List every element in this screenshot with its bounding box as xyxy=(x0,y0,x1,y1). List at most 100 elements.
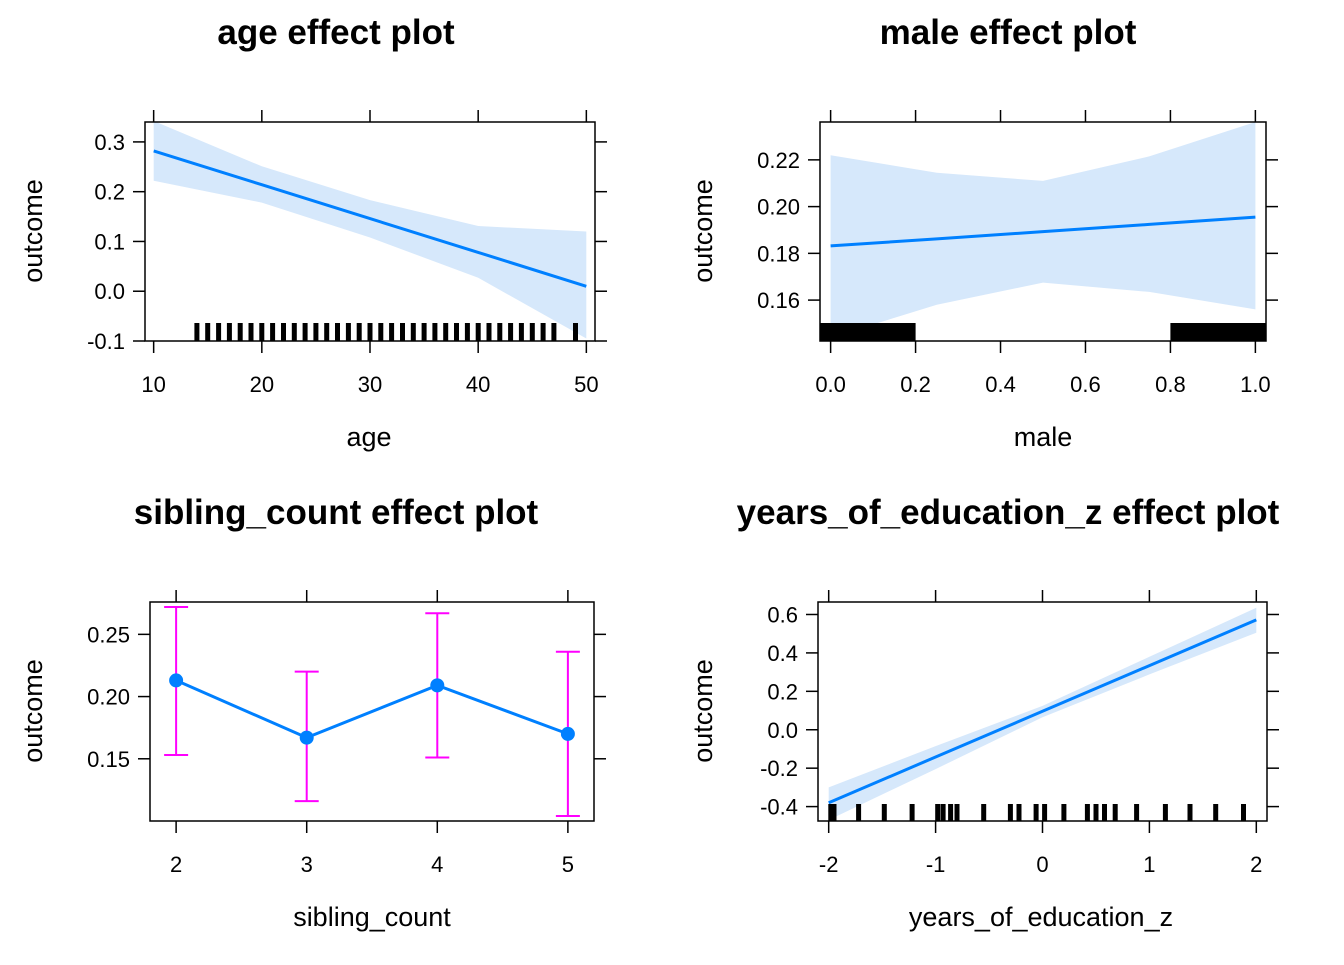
years-of-education-z-rug-tick-17 xyxy=(1102,804,1107,821)
years-of-education-z-y-tick-label-3: 0.2 xyxy=(767,679,798,704)
age-rug-tick-10 xyxy=(302,323,308,341)
age-x-tick-label-1: 20 xyxy=(250,372,274,397)
years-of-education-z-rug-tick-6 xyxy=(940,804,946,821)
age-rug-tick-20 xyxy=(410,323,416,341)
years-of-education-z-y-tick-label-5: 0.6 xyxy=(767,602,798,627)
age-rug-tick-13 xyxy=(335,323,340,341)
years-of-education-z-rug-tick-20 xyxy=(1162,804,1168,821)
male-x-tick-label-2: 0.4 xyxy=(985,372,1016,397)
male-plot-area: 0.0 0.2 0.4 0.6 0.8 1.0 0.16 0.18 0.20 0.22 xyxy=(757,110,1278,397)
sibling-count-y-axis-label: outcome xyxy=(18,659,48,763)
age-rug-tick-11 xyxy=(313,323,319,341)
sibling-count-plot-frame xyxy=(149,601,595,822)
years-of-education-z-y-tick-label-4: 0.4 xyxy=(767,641,798,666)
sibling-count-plot-title: sibling_count effect plot xyxy=(134,493,539,532)
age-rug-tick-30 xyxy=(518,323,524,341)
years-of-education-z-rug-tick-21 xyxy=(1187,804,1193,821)
years-of-education-z-rug-tick-0 xyxy=(828,804,834,821)
sibling-count-point-0 xyxy=(169,673,184,688)
male-plot-frame xyxy=(819,121,1267,342)
years-of-education-z-rug-tick-9 xyxy=(981,804,987,821)
years-of-education-z-rug-tick-1 xyxy=(831,804,837,821)
years-of-education-z-effect-panel: years_of_education_z effect plot years_o… xyxy=(688,493,1280,932)
years-of-education-z-rug-tick-8 xyxy=(954,804,960,821)
sibling-count-point-1 xyxy=(299,730,314,745)
age-rug-tick-26 xyxy=(475,323,481,341)
age-rug-tick-31 xyxy=(529,323,535,341)
age-rug-tick-12 xyxy=(324,323,330,341)
age-rug-tick-27 xyxy=(486,323,492,341)
male-x-tick-label-0: 0.0 xyxy=(815,372,846,397)
years-of-education-z-x-tick-label-4: 2 xyxy=(1250,852,1262,877)
male-effect-panel: male effect plot male outcome 0.0 0.2 0.4 0… xyxy=(688,13,1278,452)
years-of-education-z-y-tick-label-2: 0.0 xyxy=(767,718,798,743)
age-rug-tick-15 xyxy=(356,323,362,341)
years-of-education-z-rug-tick-12 xyxy=(1033,804,1039,821)
years-of-education-z-rug-tick-16 xyxy=(1093,804,1099,821)
sibling-count-effect-line xyxy=(175,679,569,740)
years-of-education-z-rug-tick-13 xyxy=(1042,804,1048,821)
age-rug-tick-16 xyxy=(367,323,373,341)
male-y-tick-label-0: 0.16 xyxy=(757,288,800,313)
age-rug-tick-0 xyxy=(194,323,200,341)
sibling-count-point-2 xyxy=(430,678,445,693)
sibling-count-point-3 xyxy=(560,726,575,741)
age-y-tick-label-4: 0.3 xyxy=(94,130,125,155)
age-rug-tick-32 xyxy=(540,323,546,341)
years-of-education-z-rug-tick-15 xyxy=(1084,804,1090,821)
years-of-education-z-rug-tick-22 xyxy=(1213,804,1219,821)
male-x-tick-label-3: 0.6 xyxy=(1070,372,1101,397)
male-rug-block-1 xyxy=(1170,323,1266,341)
age-x-tick-label-0: 10 xyxy=(141,372,165,397)
age-rug-tick-18 xyxy=(389,323,395,341)
male-plot-title: male effect plot xyxy=(880,13,1137,52)
age-rug-tick-7 xyxy=(270,323,276,341)
age-rug-tick-4 xyxy=(237,323,243,341)
age-rug-tick-1 xyxy=(205,323,211,341)
years-of-education-z-rug-tick-7 xyxy=(948,804,954,821)
sibling-count-x-tick-label-1: 3 xyxy=(301,852,313,877)
years-of-education-z-rug-tick-19 xyxy=(1134,804,1140,821)
age-x-axis-label: age xyxy=(346,422,391,452)
male-y-tick-label-1: 0.18 xyxy=(757,241,800,266)
age-plot-area: 10 20 30 40 50 -0.1 0.0 0.1 0.2 0.3 xyxy=(87,110,607,397)
male-y-tick-label-2: 0.20 xyxy=(757,195,800,220)
age-rug-tick-17 xyxy=(378,323,384,341)
male-confidence-band xyxy=(830,122,1256,338)
years-of-education-z-x-tick-label-3: 1 xyxy=(1143,852,1155,877)
age-rug-tick-22 xyxy=(432,323,438,341)
male-rug-block-0 xyxy=(820,323,916,341)
years-of-education-z-confidence-band xyxy=(828,607,1257,820)
sibling-count-y-tick-label-0: 0.15 xyxy=(87,747,130,772)
age-x-tick-label-4: 50 xyxy=(574,372,598,397)
sibling-count-x-tick-label-0: 2 xyxy=(170,852,182,877)
sibling-count-effect-panel: sibling_count effect plot sibling_count … xyxy=(18,493,606,932)
age-rug-tick-34 xyxy=(573,323,578,341)
sibling-count-y-tick-label-2: 0.25 xyxy=(87,622,130,647)
male-effect-line xyxy=(830,215,1256,248)
years-of-education-z-rug-tick-2 xyxy=(856,804,862,821)
age-rug-tick-21 xyxy=(421,323,427,341)
age-x-tick-label-2: 30 xyxy=(358,372,382,397)
years-of-education-z-y-axis-label: outcome xyxy=(688,659,718,763)
age-plot-title: age effect plot xyxy=(217,13,455,52)
years-of-education-z-x-tick-label-0: -2 xyxy=(819,852,839,877)
age-rug-tick-14 xyxy=(345,323,351,341)
sibling-count-x-tick-label-2: 4 xyxy=(431,852,443,877)
age-rug-tick-28 xyxy=(497,323,503,341)
years-of-education-z-rug-tick-23 xyxy=(1241,804,1246,821)
age-y-axis-label: outcome xyxy=(18,179,48,283)
age-rug-tick-25 xyxy=(464,323,470,341)
years-of-education-z-y-tick-label-0: -0.4 xyxy=(760,795,798,820)
male-x-tick-label-1: 0.2 xyxy=(900,372,931,397)
years-of-education-z-y-tick-label-1: -0.2 xyxy=(760,756,798,781)
years-of-education-z-rug-tick-10 xyxy=(1007,804,1013,821)
age-rug-tick-23 xyxy=(443,323,449,341)
age-x-tick-label-3: 40 xyxy=(466,372,490,397)
age-rug-tick-19 xyxy=(400,323,405,341)
age-rug-tick-8 xyxy=(281,323,286,341)
years-of-education-z-effect-line xyxy=(828,618,1257,805)
years-of-education-z-rug-tick-14 xyxy=(1061,804,1067,821)
years-of-education-z-rug-tick-4 xyxy=(909,804,915,821)
